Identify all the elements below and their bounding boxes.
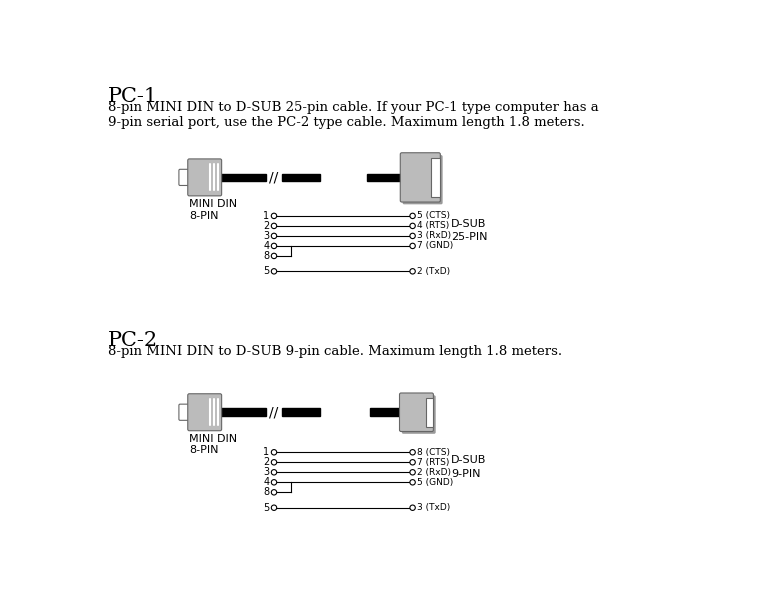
Text: 3: 3 [263, 468, 269, 477]
Text: 2 (TxD): 2 (TxD) [417, 267, 451, 276]
Circle shape [271, 469, 277, 475]
Circle shape [410, 505, 415, 510]
Text: D-SUB
25-PIN: D-SUB 25-PIN [451, 219, 488, 242]
Bar [367, 174, 404, 181]
Circle shape [271, 490, 277, 495]
Circle shape [271, 223, 277, 229]
Text: D-SUB
9-PIN: D-SUB 9-PIN [451, 455, 486, 479]
Text: 8-pin MINI DIN to D-SUB 25-pin cable. If your PC-1 type computer has a
9-pin ser: 8-pin MINI DIN to D-SUB 25-pin cable. If… [108, 101, 598, 129]
Text: 8 (CTS): 8 (CTS) [417, 448, 450, 457]
Text: MINI DIN
8-PIN: MINI DIN 8-PIN [189, 199, 237, 220]
Text: 2: 2 [263, 221, 269, 231]
Text: 8: 8 [263, 251, 269, 261]
FancyBboxPatch shape [403, 155, 442, 204]
FancyBboxPatch shape [188, 394, 222, 431]
Circle shape [271, 480, 277, 485]
Bar [220, 408, 266, 416]
Text: MINI DIN
8-PIN: MINI DIN 8-PIN [189, 434, 237, 455]
Circle shape [410, 243, 415, 248]
Bar [282, 408, 320, 416]
Circle shape [271, 269, 277, 274]
Text: 2 (RxD): 2 (RxD) [417, 468, 451, 477]
Bar [370, 408, 403, 416]
Text: 7 (GND): 7 (GND) [417, 241, 454, 250]
Text: 5 (GND): 5 (GND) [417, 478, 454, 487]
Circle shape [410, 480, 415, 485]
Circle shape [410, 213, 415, 218]
Text: 3 (TxD): 3 (TxD) [417, 503, 451, 512]
Circle shape [410, 460, 415, 465]
Bar [431, 158, 440, 196]
Circle shape [410, 450, 415, 455]
FancyBboxPatch shape [401, 153, 440, 202]
Text: 1: 1 [263, 211, 269, 221]
Bar [282, 174, 320, 181]
Circle shape [271, 243, 277, 248]
FancyBboxPatch shape [188, 159, 222, 196]
Text: 3: 3 [263, 231, 269, 241]
Circle shape [271, 233, 277, 239]
Text: //: // [269, 170, 279, 184]
Circle shape [271, 505, 277, 510]
Circle shape [410, 269, 415, 274]
Text: PC-1: PC-1 [108, 88, 158, 106]
Text: //: // [269, 405, 279, 419]
Circle shape [410, 223, 415, 229]
Text: 2: 2 [263, 457, 269, 468]
Circle shape [271, 253, 277, 259]
Bar [220, 174, 266, 181]
Circle shape [410, 233, 415, 239]
Text: 1: 1 [263, 447, 269, 457]
Text: 5: 5 [263, 502, 269, 513]
Bar [426, 398, 433, 427]
FancyBboxPatch shape [400, 393, 433, 431]
Circle shape [271, 460, 277, 465]
Circle shape [271, 213, 277, 218]
Circle shape [410, 469, 415, 475]
Text: PC-2: PC-2 [108, 331, 158, 351]
Text: 3 (RxD): 3 (RxD) [417, 231, 451, 241]
Circle shape [271, 450, 277, 455]
Text: 5 (CTS): 5 (CTS) [417, 211, 450, 220]
Text: 8: 8 [263, 487, 269, 498]
Text: 4: 4 [263, 477, 269, 487]
Text: 7 (RTS): 7 (RTS) [417, 458, 450, 467]
Text: 4 (RTS): 4 (RTS) [417, 222, 449, 230]
Text: 5: 5 [263, 266, 269, 277]
FancyBboxPatch shape [179, 170, 192, 185]
Text: 8-pin MINI DIN to D-SUB 9-pin cable. Maximum length 1.8 meters.: 8-pin MINI DIN to D-SUB 9-pin cable. Max… [108, 345, 562, 358]
FancyBboxPatch shape [179, 404, 192, 420]
Text: 4: 4 [263, 241, 269, 251]
FancyBboxPatch shape [402, 395, 435, 434]
